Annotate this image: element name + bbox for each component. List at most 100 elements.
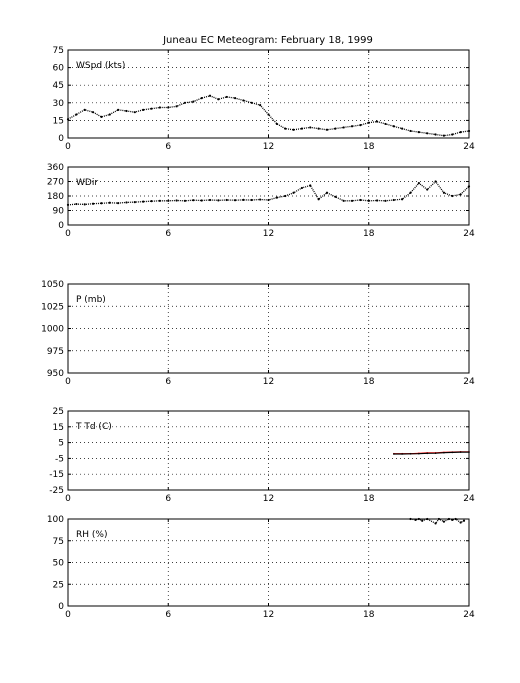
- data-point: [434, 452, 437, 454]
- data-point: [451, 194, 454, 198]
- y-tick-label: 1000: [41, 325, 64, 335]
- data-point: [426, 188, 429, 191]
- panel-0: 0 6 12 18 24 0 15 30 45 60 75 WSpd (kts): [53, 46, 475, 152]
- series-line-1: [393, 451, 469, 455]
- panel-label: T Td (C): [75, 422, 112, 432]
- data-point: [376, 120, 379, 123]
- x-tick-label: 18: [363, 142, 375, 152]
- y-tick-label: 30: [53, 99, 65, 109]
- y-tick-label: 180: [47, 192, 64, 202]
- data-point: [376, 199, 379, 202]
- x-tick-label: 12: [263, 229, 274, 239]
- data-point: [300, 127, 304, 130]
- data-point: [350, 199, 354, 202]
- x-tick-label: 24: [463, 610, 475, 620]
- data-point: [317, 127, 320, 130]
- data-point: [259, 104, 262, 107]
- data-point: [442, 191, 446, 194]
- data-point: [367, 121, 370, 124]
- x-tick-label: 24: [463, 229, 475, 239]
- data-point: [117, 108, 120, 111]
- data-point: [133, 111, 136, 114]
- data-point: [200, 97, 203, 100]
- data-point: [225, 198, 228, 202]
- x-tick-label: 12: [263, 494, 274, 504]
- panel-label: WDir: [76, 178, 98, 188]
- y-tick-label: 100: [47, 515, 64, 525]
- data-point: [409, 129, 412, 133]
- data-point: [91, 111, 95, 114]
- data-point: [462, 519, 466, 522]
- x-tick-label: 0: [65, 142, 71, 152]
- data-point: [434, 133, 437, 136]
- y-tick-label: 950: [47, 369, 64, 379]
- data-point: [83, 108, 86, 111]
- x-tick-label: 6: [165, 229, 171, 239]
- y-tick-label: -5: [55, 454, 64, 464]
- data-point: [417, 182, 420, 185]
- x-tick-label: 0: [65, 610, 71, 620]
- data-point: [108, 201, 111, 204]
- panel-label: WSpd (kts): [76, 61, 125, 71]
- data-point: [225, 95, 228, 99]
- data-point: [434, 522, 437, 525]
- y-tick-label: 270: [47, 178, 64, 188]
- y-tick-label: 90: [53, 207, 65, 217]
- data-point: [75, 202, 78, 206]
- x-tick-label: 6: [165, 142, 171, 152]
- x-tick-label: 0: [65, 229, 71, 239]
- panel-2: 0 6 12 18 24 950 975 1000 1025 1050 P (mb): [41, 280, 475, 387]
- data-point: [459, 451, 462, 453]
- panel-1: 0 6 12 18 24 0 90 180 270 360 WDir: [47, 163, 475, 239]
- y-tick-label: 50: [53, 559, 65, 569]
- y-tick-label: 5: [58, 439, 64, 449]
- data-point: [217, 199, 220, 202]
- data-point: [292, 128, 295, 131]
- data-point: [317, 198, 320, 201]
- data-point: [158, 106, 161, 109]
- y-tick-label: 75: [53, 537, 64, 547]
- y-tick-label: 45: [53, 81, 64, 91]
- data-point: [142, 200, 145, 203]
- data-point: [342, 199, 345, 202]
- data-point: [150, 200, 153, 203]
- y-tick-label: 0: [58, 134, 64, 144]
- x-tick-label: 0: [65, 494, 71, 504]
- data-point: [334, 195, 337, 198]
- data-point: [275, 196, 278, 199]
- y-tick-label: 360: [47, 163, 64, 173]
- data-point: [275, 122, 278, 126]
- data-point: [292, 191, 295, 194]
- data-point: [401, 127, 404, 130]
- data-point: [392, 125, 395, 128]
- data-point: [359, 123, 362, 127]
- figure-title: Juneau EC Meteogram: February 18, 1999: [162, 35, 373, 46]
- data-point: [108, 113, 111, 116]
- series-trace-0: [67, 180, 470, 206]
- x-tick-label: 18: [363, 494, 375, 504]
- data-point: [167, 106, 170, 109]
- data-point: [325, 128, 329, 131]
- x-tick-label: 24: [463, 142, 475, 152]
- y-tick-label: 1025: [41, 302, 64, 312]
- data-point: [442, 134, 446, 137]
- data-point: [442, 520, 446, 523]
- data-point: [83, 203, 86, 206]
- y-tick-label: 0: [58, 602, 64, 612]
- data-point: [242, 198, 245, 201]
- data-point: [451, 451, 454, 454]
- data-point: [459, 521, 462, 524]
- y-tick-label: 0: [58, 221, 64, 231]
- data-point: [133, 201, 136, 204]
- data-point: [100, 202, 103, 205]
- y-tick-label: 75: [53, 46, 64, 56]
- data-point: [401, 198, 404, 201]
- data-point: [208, 198, 212, 202]
- x-tick-label: 6: [165, 377, 171, 387]
- data-point: [259, 198, 262, 201]
- data-point: [158, 199, 161, 202]
- data-point: [426, 452, 429, 455]
- x-tick-label: 6: [165, 610, 171, 620]
- data-point: [309, 184, 312, 187]
- data-point: [459, 193, 462, 196]
